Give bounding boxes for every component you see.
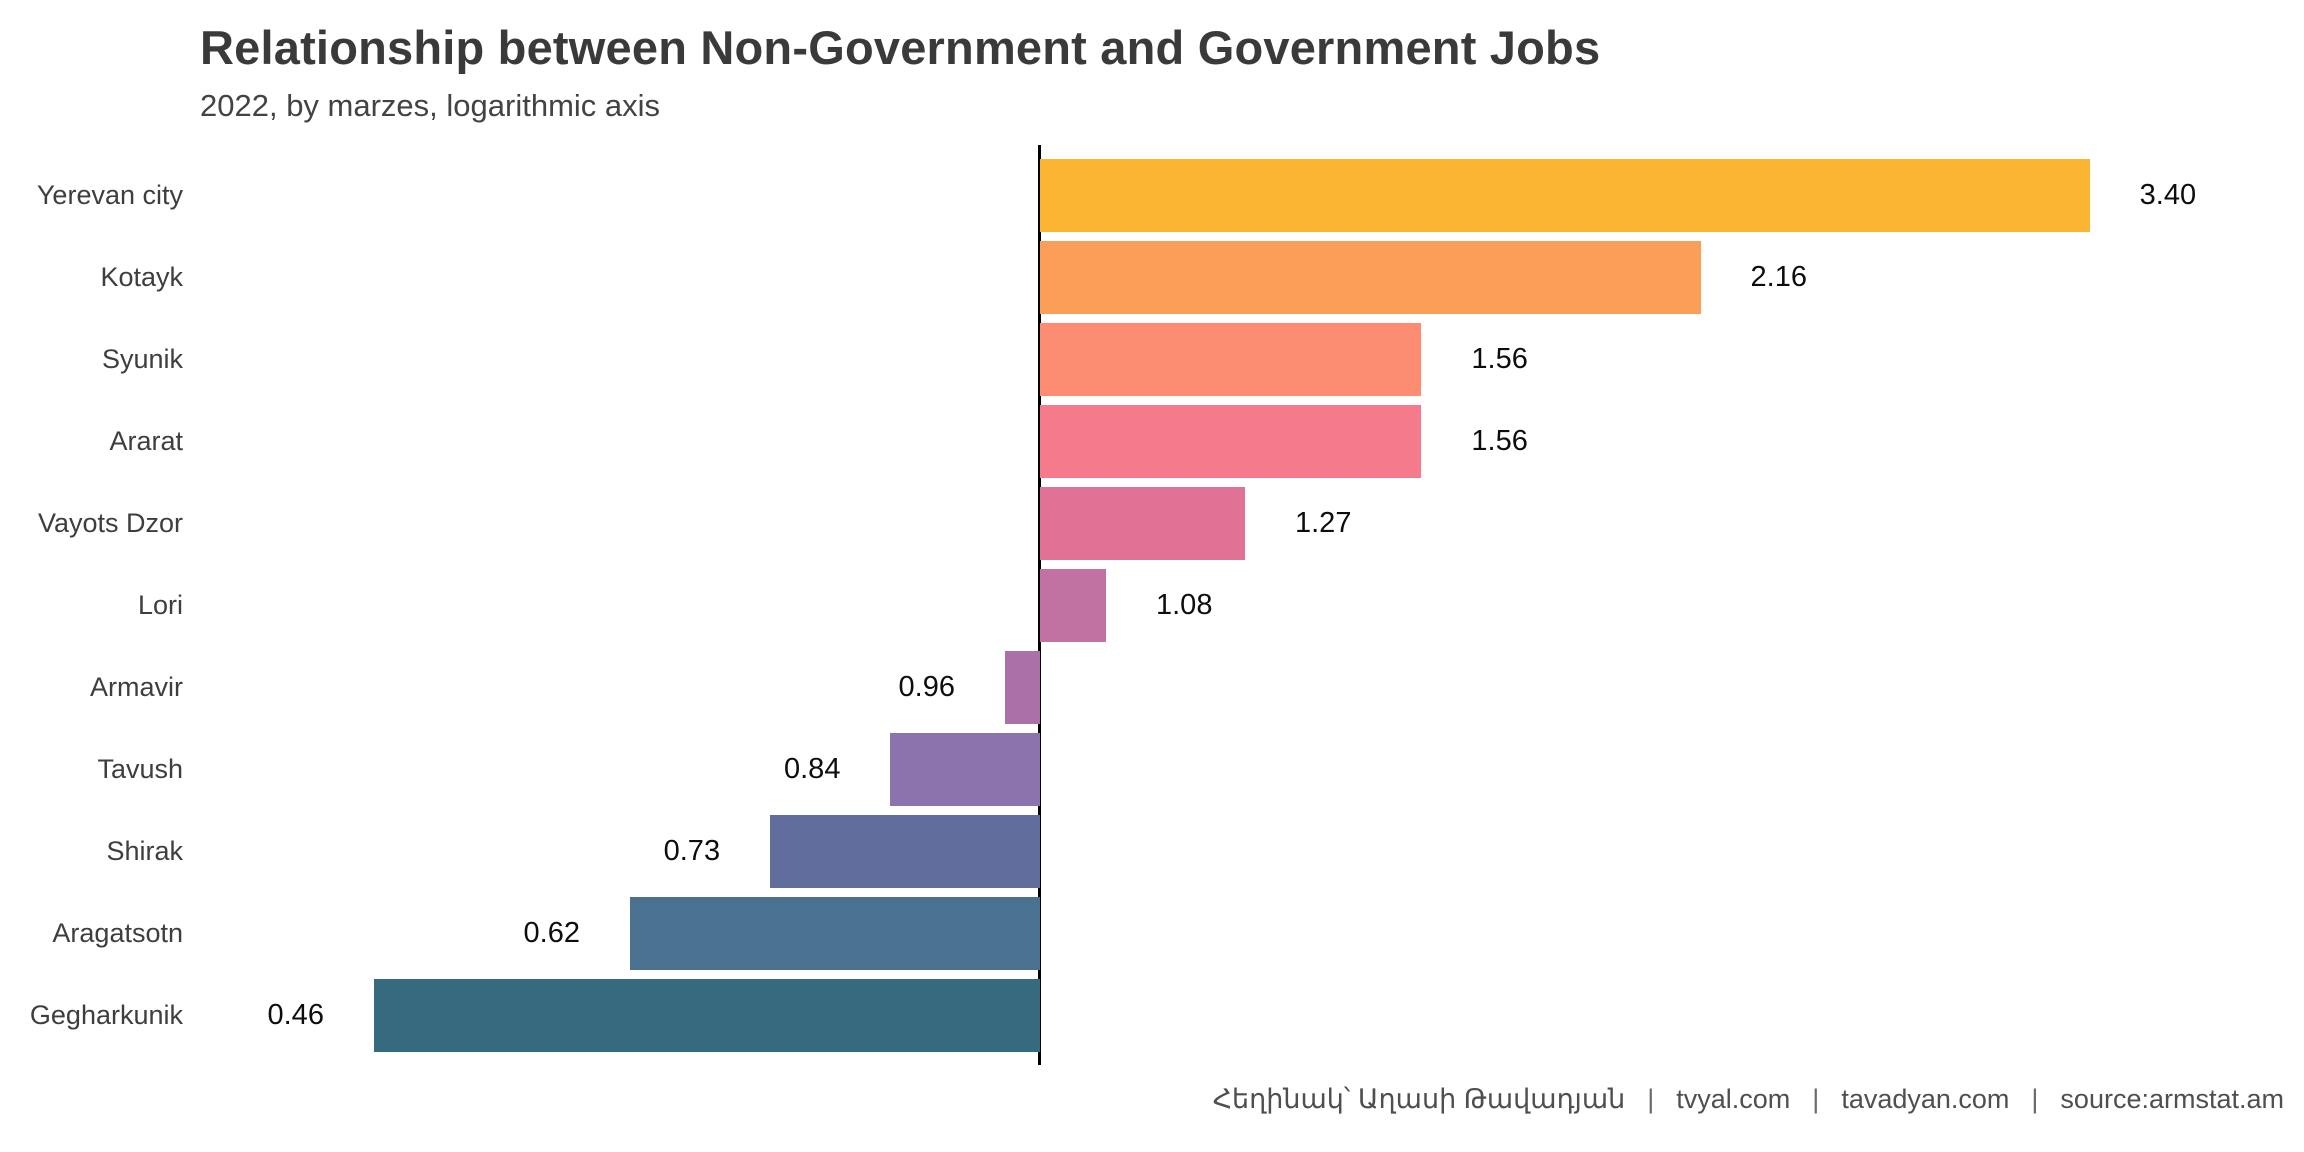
value-label-yerevan-city: 3.40: [2139, 179, 2197, 211]
bar-gegharkunik: [373, 979, 1040, 1052]
bar-yerevan-city: [1040, 159, 2090, 232]
category-label-aragatsotn: Aragatsotn: [52, 918, 183, 948]
bar-lori: [1040, 569, 1106, 642]
category-label-shirak: Shirak: [106, 836, 183, 866]
category-label-kotayk: Kotayk: [100, 262, 183, 292]
value-label-shirak: 0.73: [663, 835, 721, 867]
bar-shirak: [770, 815, 1040, 888]
baseline-axis-line: [1038, 145, 1041, 1065]
footer-caption: Հեղինակ՝ Աղասի Թավադյան | tvyal.com | tavad…: [1213, 1084, 2284, 1115]
bar-kotayk: [1040, 241, 1701, 314]
value-label-vayots-dzor: 1.27: [1295, 507, 1352, 539]
chart-title: Relationship between Non-Government and …: [200, 21, 1601, 74]
value-label-lori: 1.08: [1156, 589, 1213, 621]
footer-separator: |: [1647, 1084, 1655, 1114]
category-label-armavir: Armavir: [90, 672, 183, 702]
value-label-tavush: 0.84: [784, 753, 841, 785]
category-label-tavush: Tavush: [97, 754, 183, 784]
bar-tavush: [890, 733, 1040, 806]
footer-author: Հեղինակ՝ Աղասի Թավադյան: [1212, 1084, 1626, 1114]
value-label-syunik: 1.56: [1471, 343, 1528, 375]
category-label-vayots-dzor: Vayots Dzor: [37, 508, 183, 538]
value-label-aragatsotn: 0.62: [523, 917, 580, 949]
category-label-gegharkunik: Gegharkunik: [29, 1000, 183, 1030]
footer-separator: |: [2031, 1084, 2039, 1114]
footer-link-tvyal-com: tvyal.com: [1676, 1084, 1791, 1114]
footer-link-source-armstat-am: source:armstat.am: [2060, 1084, 2284, 1114]
bar-vayots-dzor: [1040, 487, 1245, 560]
category-label-ararat: Ararat: [109, 426, 183, 456]
value-label-gegharkunik: 0.46: [267, 999, 324, 1031]
value-label-ararat: 1.56: [1471, 425, 1528, 457]
chart-subtitle: 2022, by marzes, logarithmic axis: [200, 88, 661, 123]
bar-syunik: [1040, 323, 1422, 396]
bar-ararat: [1040, 405, 1422, 478]
category-label-syunik: Syunik: [101, 344, 183, 374]
footer-separator: |: [1812, 1084, 1820, 1114]
category-label-yerevan-city: Yerevan city: [36, 180, 183, 210]
bar-armavir: [1004, 651, 1040, 724]
bar-aragatsotn: [629, 897, 1040, 970]
value-label-kotayk: 2.16: [1750, 261, 1807, 293]
category-label-lori: Lori: [137, 590, 183, 620]
footer-link-tavadyan-com: tavadyan.com: [1841, 1084, 2010, 1114]
value-label-armavir: 0.96: [898, 671, 955, 703]
